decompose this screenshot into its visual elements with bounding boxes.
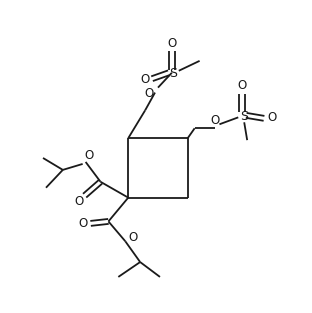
Text: S: S — [240, 110, 248, 123]
Text: O: O — [144, 87, 154, 100]
Text: O: O — [140, 73, 150, 86]
Text: S: S — [169, 67, 177, 80]
Text: O: O — [167, 37, 177, 49]
Text: O: O — [238, 79, 247, 92]
Text: O: O — [129, 231, 138, 244]
Text: O: O — [78, 217, 87, 230]
Text: O: O — [211, 114, 220, 127]
Text: O: O — [74, 195, 83, 208]
Text: O: O — [267, 111, 276, 124]
Text: O: O — [84, 148, 93, 162]
